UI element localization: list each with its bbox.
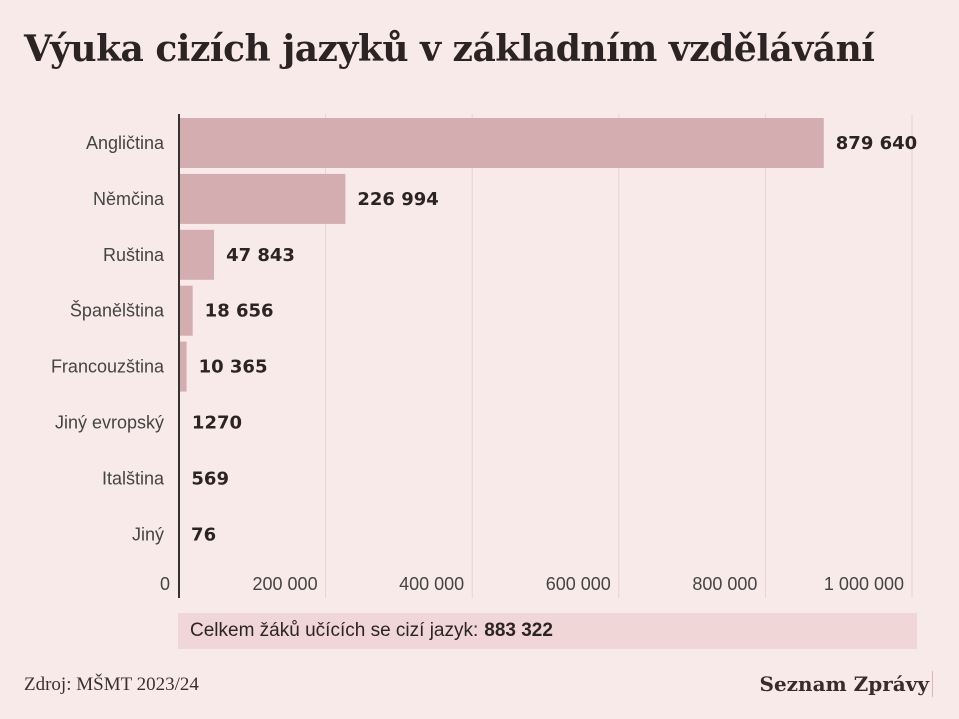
chart-title: Výuka cizích jazyků v základním vzdělává… xyxy=(24,28,875,70)
bar xyxy=(179,229,215,280)
bar xyxy=(179,118,824,168)
value-label: 569 xyxy=(191,468,229,489)
total-label: Celkem žáků učících se cizí jazyk: xyxy=(190,620,479,641)
bar xyxy=(179,173,346,224)
category-label: Němčina xyxy=(93,189,165,209)
value-label: 1270 xyxy=(192,413,242,434)
category-label: Italština xyxy=(102,468,165,488)
category-label: Angličtina xyxy=(86,133,165,153)
brand-divider xyxy=(932,671,933,697)
x-tick-label: 800 000 xyxy=(692,574,757,594)
category-label: Jiný evropský xyxy=(55,413,164,433)
total-summary: Celkem žáků učících se cizí jazyk: 883 3… xyxy=(178,613,917,649)
bar xyxy=(179,285,193,336)
gridlines xyxy=(325,114,913,598)
value-label: 18 656 xyxy=(205,301,274,322)
value-label: 47 843 xyxy=(226,245,295,266)
category-label: Francouzština xyxy=(51,357,165,377)
x-tick-label: 200 000 xyxy=(253,574,318,594)
category-label: Španělština xyxy=(70,300,165,321)
x-tick-label: 400 000 xyxy=(399,574,464,594)
value-label: 879 640 xyxy=(836,133,917,154)
brand-logo: Seznam Zprávy xyxy=(759,672,929,696)
bars xyxy=(179,118,824,560)
bar-chart: 0 200 000 400 000 600 000 800 000 1 000 000 An… xyxy=(51,114,917,598)
value-label: 226 994 xyxy=(357,189,438,210)
category-label: Jiný xyxy=(132,524,164,544)
x-tick-label: 1 000 000 xyxy=(824,574,904,594)
category-label: Ruština xyxy=(103,245,165,265)
total-value: 883 322 xyxy=(484,620,553,641)
value-label: 10 365 xyxy=(199,357,268,378)
value-label: 76 xyxy=(191,524,216,545)
x-tick-label: 0 xyxy=(160,574,170,594)
bar xyxy=(179,341,187,392)
labels: 0 200 000 400 000 600 000 800 000 1 000 000 An… xyxy=(51,133,917,594)
source-note: Zdroj: MŠMT 2023/24 xyxy=(24,674,199,695)
x-tick-label: 600 000 xyxy=(546,574,611,594)
